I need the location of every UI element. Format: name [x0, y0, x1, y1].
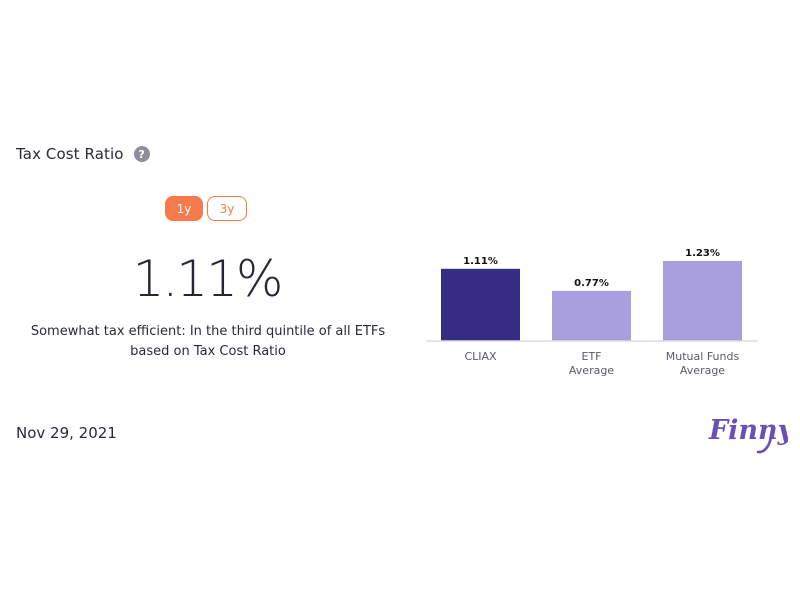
value-label-cliax: 1.11%	[463, 256, 498, 267]
bar-cliax	[441, 268, 520, 341]
toggle-3y-button[interactable]: 3y	[207, 196, 247, 221]
bar-etf-average	[552, 290, 631, 341]
tax-cost-ratio-value: 1.11%	[132, 250, 284, 308]
category-label-etf-average-line2: Average	[569, 364, 614, 377]
question-circle-icon[interactable]: ?	[133, 146, 150, 162]
date-label: Nov 29, 2021	[16, 424, 117, 442]
page-title: Tax Cost Ratio	[16, 145, 124, 163]
finny-logo[interactable]: Finny	[708, 410, 788, 456]
category-label-cliax: CLIAX	[464, 350, 497, 363]
bar-mutual-funds-average	[663, 261, 742, 341]
tax-efficiency-description: Somewhat tax efficient: In the third qui…	[30, 324, 386, 359]
toggle-1y-button[interactable]: 1y	[165, 196, 203, 221]
category-label-mutual-funds-average: Mutual Funds	[666, 350, 740, 363]
value-label-etf-average: 0.77%	[574, 278, 609, 289]
finny-logo-tail	[756, 434, 773, 454]
category-label-mutual-funds-average-line2: Average	[680, 364, 725, 377]
category-label-etf-average: ETF	[582, 350, 602, 363]
value-label-mutual-funds-average: 1.23%	[685, 248, 720, 259]
title-row: Tax Cost Ratio ?	[16, 145, 150, 163]
finny-logo-wordmark: Finny	[708, 415, 788, 446]
period-toggle: 1y 3y	[165, 196, 247, 221]
